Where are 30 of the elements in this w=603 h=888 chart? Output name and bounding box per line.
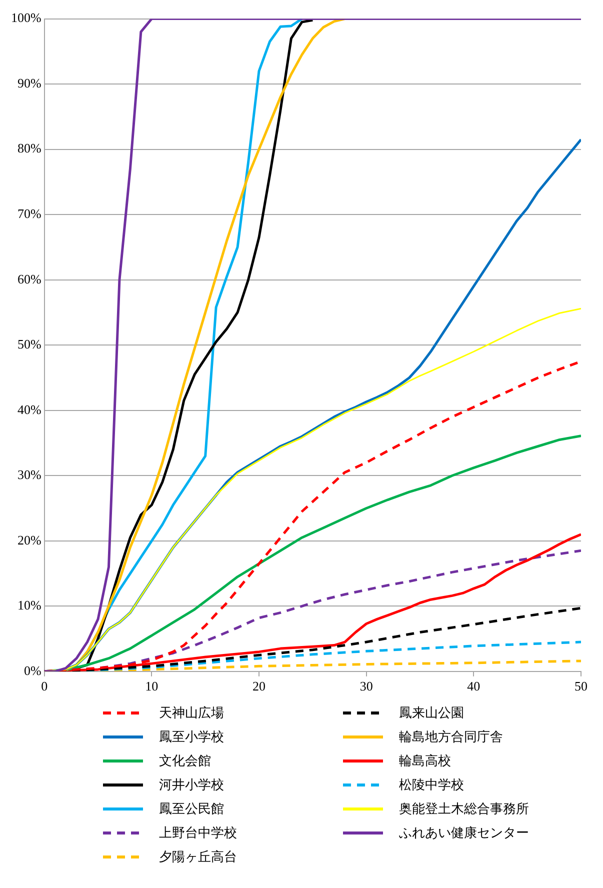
legend-label: 鳳来山公園 xyxy=(399,704,464,722)
legend-label: 夕陽ヶ丘高台 xyxy=(159,848,237,866)
x-tick-label: 30 xyxy=(360,678,373,694)
legend-label: 輪島高校 xyxy=(399,752,451,770)
y-tick-label: 100% xyxy=(10,10,42,26)
y-tick-label: 60% xyxy=(17,271,42,286)
legend-label: 奥能登土木総合事務所 xyxy=(399,800,529,818)
x-tick-label: 40 xyxy=(467,678,480,694)
legend-label: ふれあい健康センター xyxy=(399,824,529,842)
legend-label: 天神山広場 xyxy=(159,704,224,722)
x-tick-label: 20 xyxy=(252,678,266,694)
legend-label: 上野台中学校 xyxy=(159,824,237,842)
y-tick-label: 50% xyxy=(17,336,42,352)
y-tick-label: 70% xyxy=(17,206,42,221)
legend-label: 松陵中学校 xyxy=(399,776,464,794)
legend-label: 鳳至小学校 xyxy=(159,728,224,746)
y-tick-label: 20% xyxy=(17,532,42,548)
y-tick-label: 30% xyxy=(17,467,42,482)
x-tick-label: 50 xyxy=(574,678,588,694)
legend-label: 輪島地方合同庁舎 xyxy=(399,728,503,746)
y-tick-label: 10% xyxy=(17,598,42,613)
y-tick-label: 90% xyxy=(17,75,42,90)
legend-label: 鳳至公民館 xyxy=(159,800,224,818)
y-tick-label: 80% xyxy=(17,140,42,156)
y-tick-label: 40% xyxy=(17,402,42,417)
x-tick-label: 10 xyxy=(145,678,158,694)
x-tick-label: 0 xyxy=(41,678,48,694)
y-tick-label: 0% xyxy=(24,662,42,678)
legend-label: 文化会館 xyxy=(159,752,211,770)
legend-label: 河井小学校 xyxy=(159,776,224,794)
